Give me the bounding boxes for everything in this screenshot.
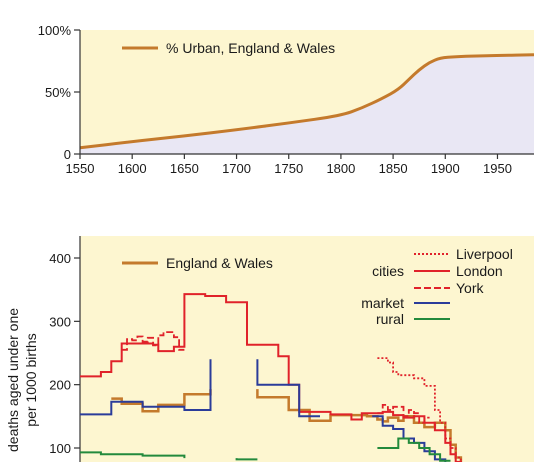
urban-area-fill: [80, 54, 534, 154]
legend-label-rural: rural: [376, 311, 404, 327]
x-tick-label: 1550: [66, 161, 95, 176]
x-tick-label: 1600: [118, 161, 147, 176]
urban-series-line: [79, 53, 534, 150]
y-tick-label: 300: [49, 314, 71, 329]
series-line-rural: [80, 437, 451, 462]
x-tick-label: 1850: [379, 161, 408, 176]
x-tick-label: 1800: [326, 161, 355, 176]
y-tick-label: 200: [49, 378, 71, 393]
x-tick-label: 1750: [274, 161, 303, 176]
y-axis-title-line1: deaths aged under one: [5, 308, 21, 452]
y-tick-label: 100%: [38, 23, 72, 38]
y-axis-title-line2: per 1000 births: [23, 333, 39, 426]
y-tick-label: 50%: [45, 85, 71, 100]
legend-label-liverpool: Liverpool: [456, 246, 513, 262]
legend-label-urban: % Urban, England & Wales: [166, 40, 335, 56]
legend-label-york: York: [456, 280, 485, 296]
mortality-panel: 100 200 300 400 deaths aged under one per 100…: [5, 236, 534, 462]
x-tick-label: 1950: [483, 161, 512, 176]
legend-label-london: London: [456, 263, 503, 279]
y-tick-label: 0: [64, 147, 71, 162]
x-tick-label: 1650: [170, 161, 199, 176]
series-line-liverpool: [377, 357, 462, 462]
plot-background: [80, 236, 534, 462]
legend-group-cities: cities: [372, 263, 404, 279]
legend-label-england-wales: England & Wales: [166, 255, 273, 271]
x-tick-label: 1700: [222, 161, 251, 176]
y-tick-label: 100: [49, 441, 71, 456]
y-tick-label: 400: [49, 251, 71, 266]
series-line-york: [121, 331, 430, 424]
legend-label-market: market: [361, 295, 404, 311]
x-tick-label: 1900: [431, 161, 460, 176]
urban-panel: 0 50% 100% 1550 1600 1650 1700 1750 1800 1850 1900…: [38, 23, 534, 176]
